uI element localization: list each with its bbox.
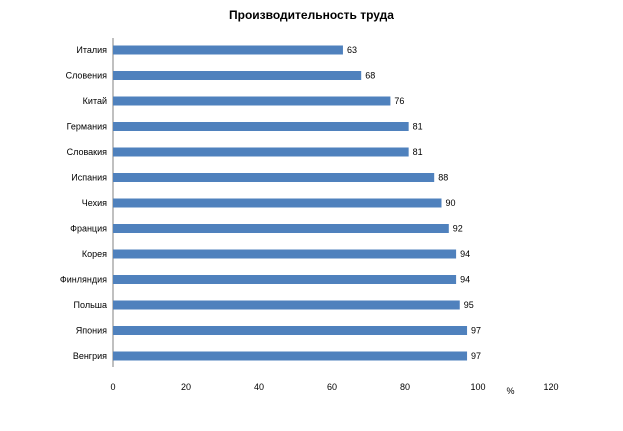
- value-labels: 63 68 76 81 81 88 90 92 94 94 95 97 97: [347, 45, 481, 361]
- category-label: Япония: [76, 326, 107, 336]
- value-label: 94: [460, 275, 470, 285]
- value-label: 63: [347, 45, 357, 55]
- chart-title: Производительность труда: [229, 8, 394, 22]
- value-label: 97: [471, 351, 481, 361]
- category-label: Испания: [71, 173, 107, 183]
- bar-1: [113, 45, 343, 55]
- x-tick-label: 80: [400, 382, 410, 392]
- value-label: 92: [453, 224, 463, 234]
- bar-6: [113, 173, 435, 182]
- category-labels: Италия Словения Китай Германия Словакия Испан…: [60, 45, 107, 361]
- x-tick-label: 20: [181, 382, 191, 392]
- x-tick-label: 120: [543, 382, 558, 392]
- bar-4: [113, 122, 409, 131]
- value-label: 88: [438, 173, 448, 183]
- value-label: 81: [413, 147, 423, 157]
- value-label: 90: [446, 198, 456, 208]
- category-label: Италия: [76, 45, 107, 55]
- value-label: 81: [413, 122, 423, 132]
- bar-7: [113, 198, 442, 208]
- category-label: Польша: [74, 300, 107, 310]
- category-label: Китай: [83, 96, 107, 106]
- category-label: Корея: [82, 249, 107, 259]
- x-tick-label: 100: [470, 382, 485, 392]
- value-label: 94: [460, 249, 470, 259]
- category-label: Чехия: [82, 198, 107, 208]
- bar-13: [113, 351, 468, 361]
- bar-12: [113, 326, 468, 335]
- bar-5: [113, 147, 409, 157]
- bar-11: [113, 300, 460, 310]
- value-label: 68: [365, 71, 375, 81]
- x-tick-label: 40: [254, 382, 264, 392]
- x-unit-label: %: [506, 386, 514, 396]
- bar-3: [113, 96, 391, 106]
- bar-9: [113, 249, 457, 259]
- category-label: Финляндия: [60, 275, 107, 285]
- category-label: Германия: [67, 122, 107, 132]
- bar-10: [113, 275, 457, 284]
- category-label: Словакия: [67, 147, 108, 157]
- value-label: 95: [464, 300, 474, 310]
- category-label: Венгрия: [73, 351, 107, 361]
- bar-2: [113, 71, 362, 80]
- category-label: Франция: [70, 224, 107, 234]
- value-label: 76: [394, 96, 404, 106]
- x-tick-labels: 0 20 40 60 80 100 120: [110, 382, 558, 392]
- value-label: 97: [471, 326, 481, 336]
- x-tick-label: 60: [327, 382, 337, 392]
- bars-group: [113, 45, 468, 361]
- bar-8: [113, 224, 449, 233]
- category-label: Словения: [66, 71, 108, 81]
- x-tick-label: 0: [110, 382, 115, 392]
